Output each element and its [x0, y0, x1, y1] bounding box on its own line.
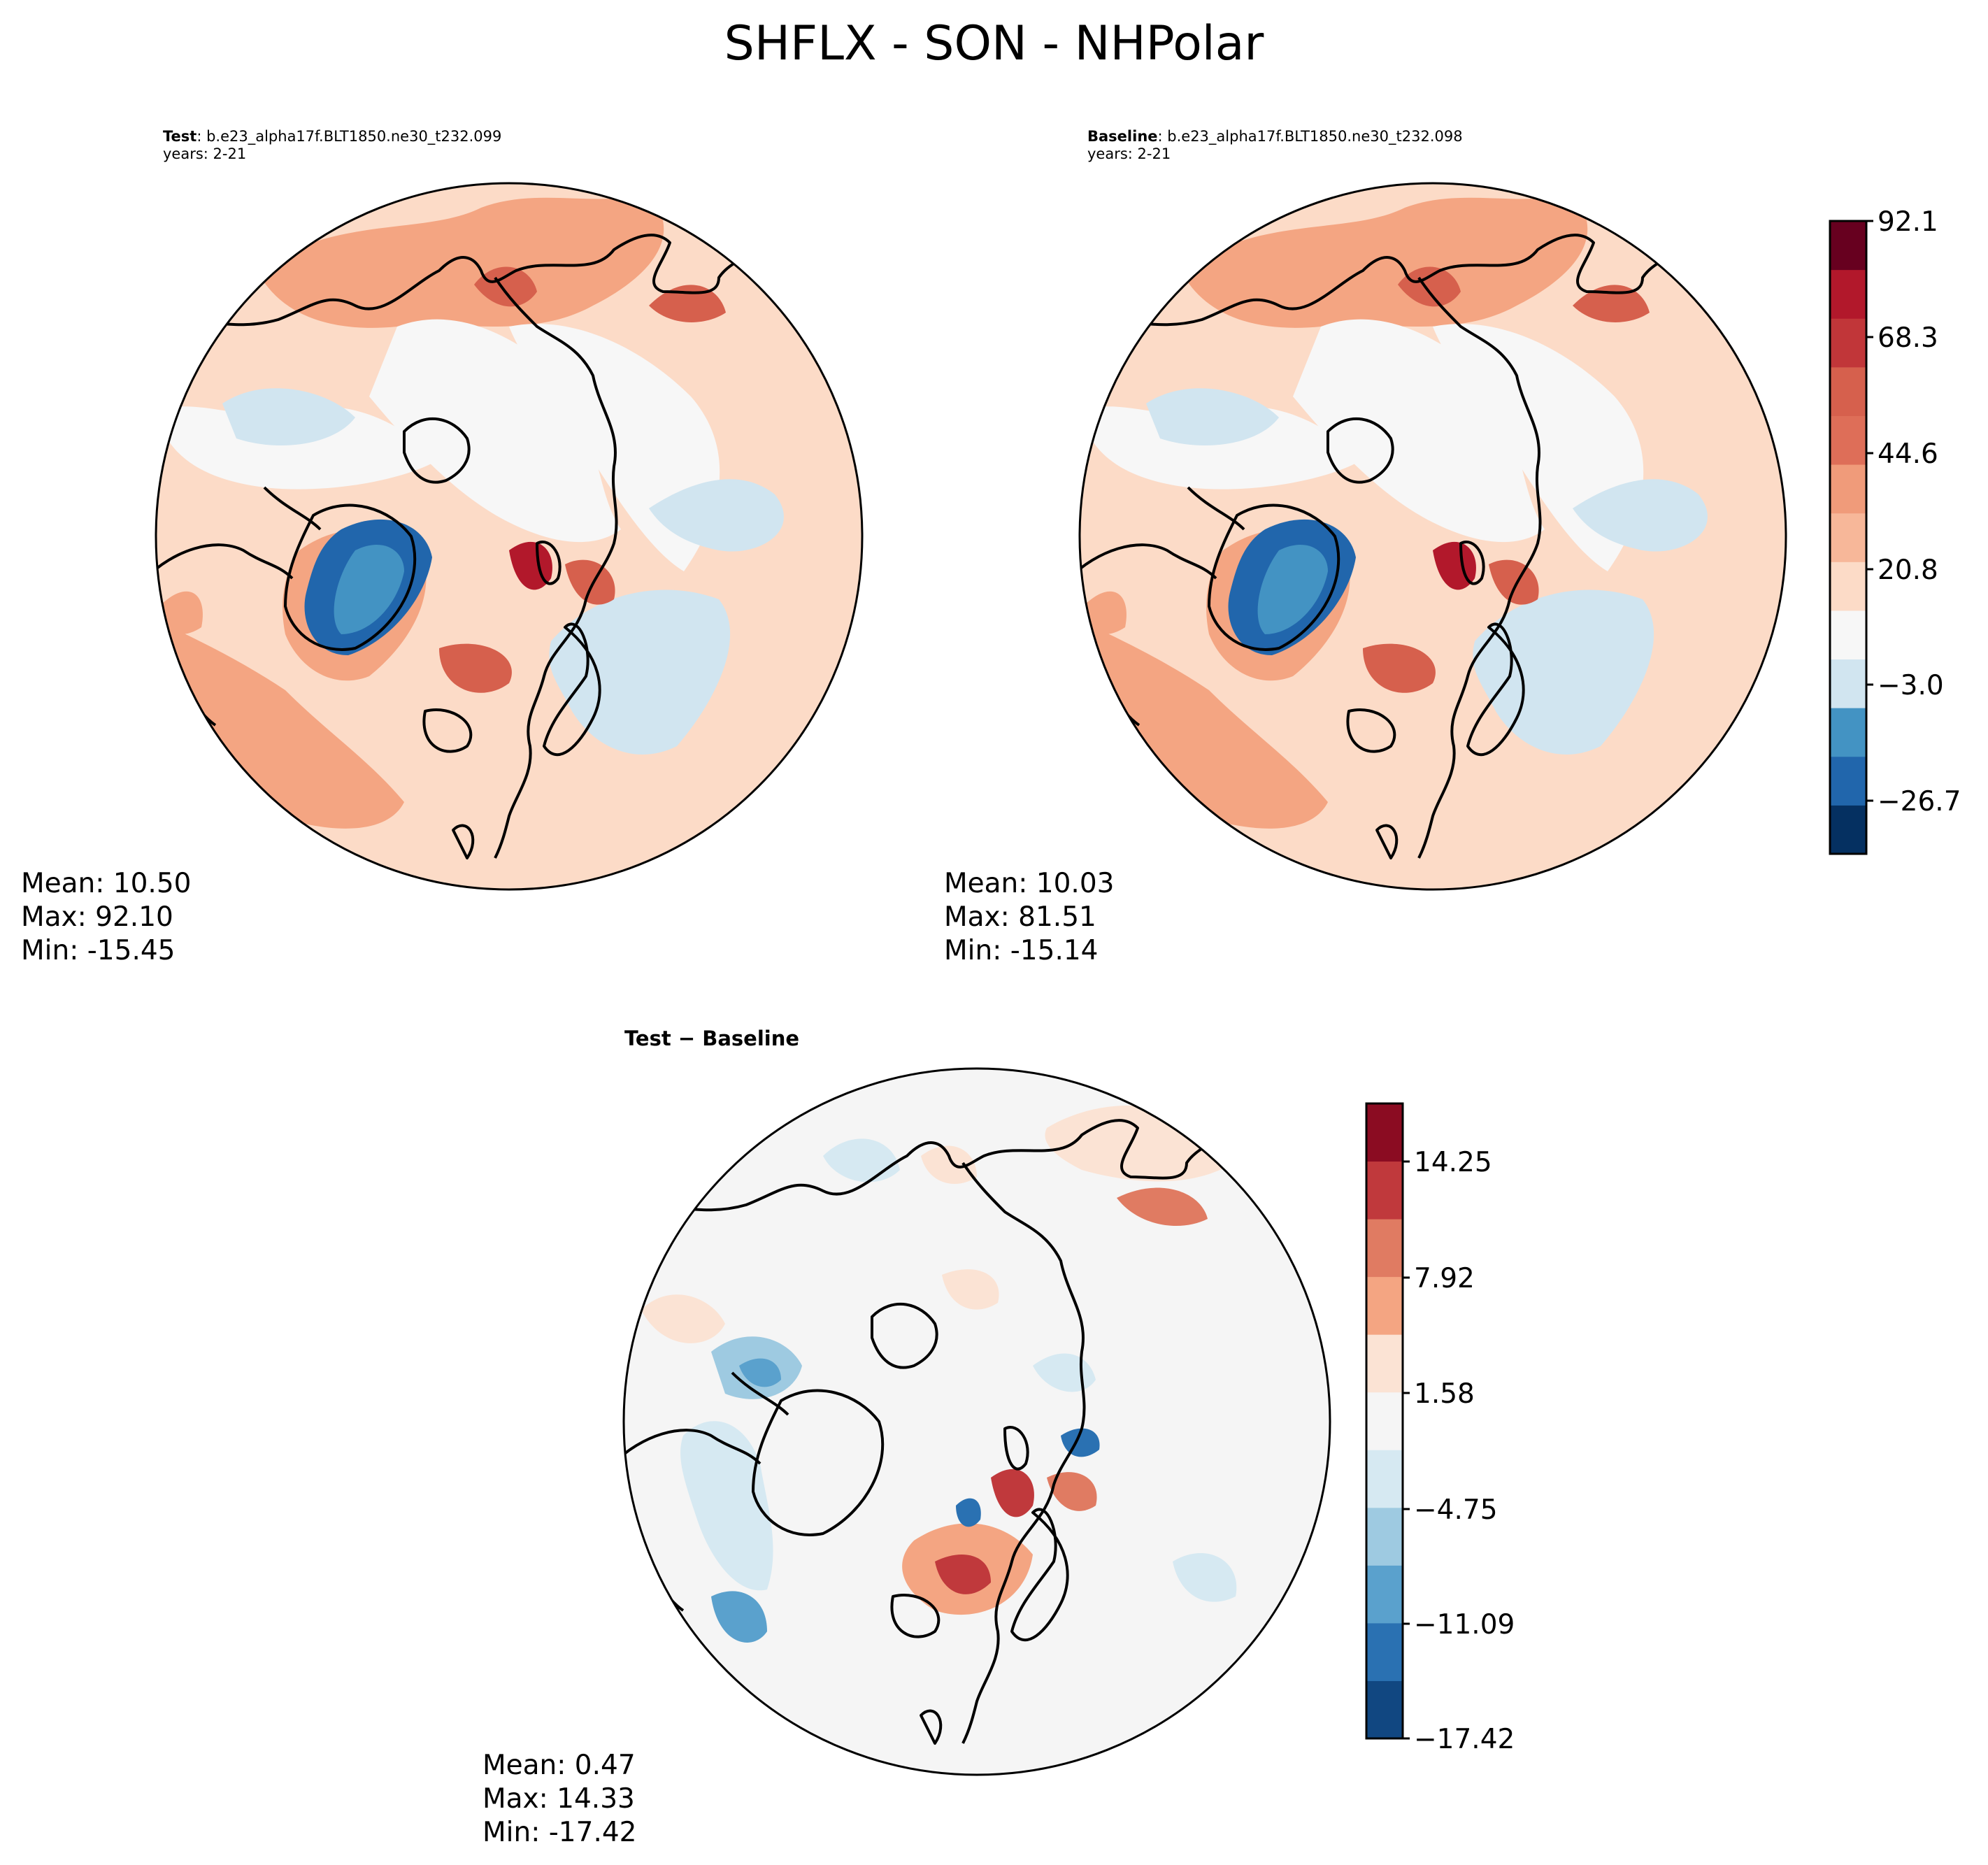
baseline-max: Max: 81.51 [944, 901, 1096, 933]
main-colorbar-tick-label: 20.8 [1878, 555, 1938, 586]
diff-colorbar-frame [1365, 1102, 1404, 1740]
main-colorbar-segment [1830, 610, 1866, 660]
baseline-panel-title: Baseline: b.e23_alpha17f.BLT1850.ne30_t2… [1087, 127, 1463, 146]
diff-colorbar-segment [1366, 1680, 1403, 1739]
main-colorbar-tick-label: −26.7 [1878, 786, 1961, 817]
baseline-stats: Mean: 10.03 Max: 81.51 Min: -15.14 [944, 867, 1114, 968]
diff-colorbar-segment [1366, 1450, 1403, 1508]
diff-colorbar-segment [1366, 1334, 1403, 1393]
test-label: Test [163, 128, 197, 145]
diff-map [622, 1067, 1331, 1776]
diff-colorbar-tick-label: −17.42 [1414, 1724, 1515, 1755]
diff-colorbar-segment [1366, 1103, 1403, 1162]
diff-colorbar-segment [1366, 1161, 1403, 1220]
diff-panel-title: Test − Baseline [624, 1027, 800, 1050]
test-map [155, 182, 864, 891]
diff-min: Min: -17.42 [482, 1817, 637, 1848]
diff-colorbar-tick-label: −11.09 [1414, 1609, 1515, 1641]
figure-title: SHFLX - SON - NHPolar [724, 16, 1264, 71]
main-colorbar-segment [1830, 805, 1866, 855]
main-colorbar-segment [1830, 513, 1866, 562]
diff-colorbar-tick-label: 1.58 [1414, 1378, 1475, 1410]
test-mean: Mean: 10.50 [21, 868, 192, 899]
test-min: Min: -15.45 [21, 935, 176, 966]
baseline-mean: Mean: 10.03 [944, 868, 1115, 899]
test-stats: Mean: 10.50 Max: 92.10 Min: -15.45 [21, 867, 191, 968]
main-colorbar-segment [1830, 269, 1866, 319]
main-colorbar-segment [1830, 562, 1866, 611]
test-case: : b.e23_alpha17f.BLT1850.ne30_t232.099 [196, 128, 502, 145]
diff-max: Max: 14.33 [482, 1783, 635, 1815]
diff-colorbar-segment [1366, 1507, 1403, 1566]
test-max: Max: 92.10 [21, 901, 173, 933]
diff-colorbar: 14.25 7.92 1.58 −4.75 −11.09 −17.42 [1365, 1102, 1515, 1755]
main-colorbar-segment [1830, 659, 1866, 708]
main-colorbar-segment [1830, 318, 1866, 368]
main-colorbar-tick-label: −3.0 [1878, 670, 1944, 701]
diff-colorbar-tick-label: −4.75 [1414, 1494, 1498, 1526]
diff-colorbar-tick-label: 7.92 [1414, 1263, 1475, 1294]
diff-colorbar-segment [1366, 1276, 1403, 1335]
baseline-label: Baseline [1087, 128, 1158, 145]
diff-colorbar-segment [1366, 1392, 1403, 1450]
test-years: years: 2-21 [163, 145, 247, 162]
main-colorbar-segment [1830, 464, 1866, 514]
diff-colorbar-segment [1366, 1622, 1403, 1681]
diff-colorbar-segment [1366, 1219, 1403, 1278]
baseline-min: Min: -15.14 [944, 935, 1099, 966]
main-colorbar: 92.1 68.3 44.6 20.8 −3.0 −26.7 [1829, 206, 1961, 855]
diff-colorbar-segment [1366, 1565, 1403, 1624]
baseline-years: years: 2-21 [1087, 145, 1171, 162]
main-colorbar-segment [1830, 221, 1866, 271]
test-panel-title: Test: b.e23_alpha17f.BLT1850.ne30_t232.0… [163, 127, 501, 146]
baseline-map [1078, 182, 1787, 891]
main-colorbar-tick-label: 92.1 [1878, 206, 1938, 238]
main-colorbar-tick-label: 44.6 [1878, 438, 1938, 470]
diff-mean: Mean: 0.47 [482, 1750, 636, 1781]
main-colorbar-segment [1830, 366, 1866, 416]
main-colorbar-segment [1830, 415, 1866, 465]
diff-colorbar-tick-label: 14.25 [1414, 1147, 1492, 1178]
main-colorbar-segment [1830, 708, 1866, 757]
main-colorbar-frame [1829, 220, 1868, 855]
main-colorbar-segment [1830, 756, 1866, 806]
diff-stats: Mean: 0.47 Max: 14.33 Min: -17.42 [482, 1749, 636, 1850]
baseline-case: : b.e23_alpha17f.BLT1850.ne30_t232.098 [1157, 128, 1463, 145]
main-colorbar-tick-label: 68.3 [1878, 322, 1938, 354]
